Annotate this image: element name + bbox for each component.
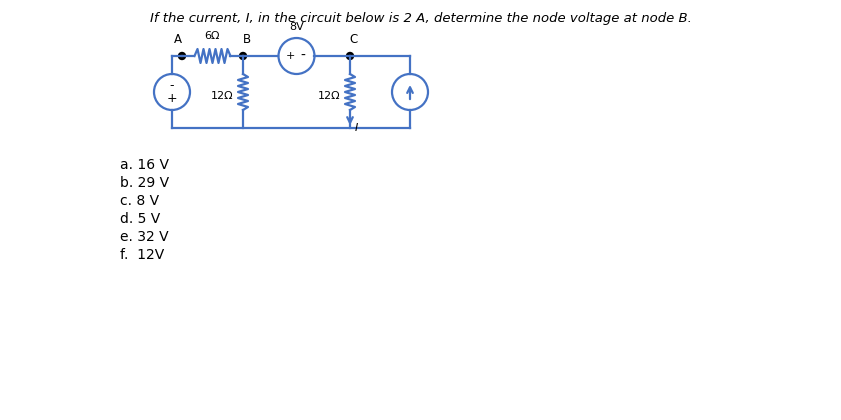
Text: -: - [300, 49, 305, 63]
Text: A: A [174, 33, 182, 46]
Text: b. 29 V: b. 29 V [120, 176, 169, 190]
Text: d. 5 V: d. 5 V [120, 212, 161, 226]
Text: 8V: 8V [289, 22, 304, 32]
Text: 6Ω: 6Ω [204, 31, 220, 41]
Text: I: I [355, 123, 358, 133]
Circle shape [346, 52, 353, 60]
Text: a. 16 V: a. 16 V [120, 158, 169, 172]
Text: +: + [167, 92, 177, 105]
Text: +: + [286, 51, 295, 61]
Text: -: - [170, 79, 174, 92]
Text: B: B [243, 33, 251, 46]
Text: e. 32 V: e. 32 V [120, 230, 169, 244]
Text: f.  12V: f. 12V [120, 248, 164, 262]
Text: c. 8 V: c. 8 V [120, 194, 159, 208]
Text: 12Ω: 12Ω [210, 91, 233, 101]
Circle shape [178, 52, 186, 60]
Text: 12Ω: 12Ω [317, 91, 340, 101]
Text: C: C [350, 33, 358, 46]
Text: If the current, I, in the circuit below is 2 A, determine the node voltage at no: If the current, I, in the circuit below … [150, 12, 692, 25]
Circle shape [240, 52, 246, 60]
